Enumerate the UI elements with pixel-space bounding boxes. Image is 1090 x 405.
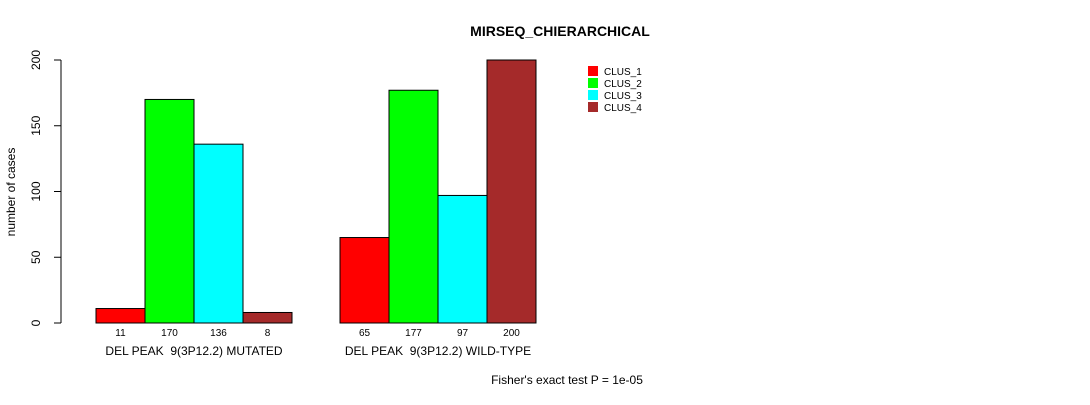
bar-value-label: 136	[210, 328, 227, 339]
legend-swatch	[588, 66, 598, 76]
y-tick-label: 50	[29, 250, 43, 264]
bar-clus-4	[486, 59, 537, 324]
bar-clus-1	[95, 308, 146, 324]
bar-value-labels: 11 170 136 8 65 177 97 200	[115, 328, 520, 339]
bar-value-label: 8	[265, 328, 271, 339]
bars	[95, 59, 537, 324]
legend-swatch	[588, 102, 598, 112]
bar-clus-3	[193, 143, 244, 324]
group-label: DEL PEAK 9(3P12.2) WILD-TYPE	[345, 344, 531, 358]
y-tick-label: 0	[29, 319, 43, 326]
legend-label: CLUS_3	[604, 91, 642, 102]
bar-value-label: 11	[115, 328, 126, 339]
y-axis: 0 50 100 150 200	[29, 50, 62, 326]
bar-value-label: 65	[359, 328, 371, 339]
legend-label: CLUS_4	[604, 103, 642, 114]
bar-value-label: 200	[503, 328, 520, 339]
bar-clus-4	[242, 311, 293, 324]
bar-clus-2	[144, 98, 195, 324]
bar-value-label: 97	[457, 328, 469, 339]
legend-swatch	[588, 78, 598, 88]
bar-clus-2	[388, 89, 439, 324]
bar-clus-1	[339, 237, 390, 324]
chart-title: MIRSEQ_CHIERARCHICAL	[470, 23, 650, 39]
y-tick-label: 150	[29, 115, 43, 135]
legend-swatch	[588, 90, 598, 100]
legend-label: CLUS_1	[604, 67, 642, 78]
y-tick-label: 100	[29, 181, 43, 201]
bar-clus-3	[437, 194, 488, 324]
y-tick-label: 200	[29, 50, 43, 70]
group-labels: DEL PEAK 9(3P12.2) MUTATED DEL PEAK 9(3P1…	[105, 344, 531, 358]
fisher-test-footnote: Fisher's exact test P = 1e-05	[491, 373, 643, 387]
bar-value-label: 177	[405, 328, 422, 339]
legend-label: CLUS_2	[604, 79, 642, 90]
y-axis-label: number of cases	[4, 148, 18, 237]
group-label: DEL PEAK 9(3P12.2) MUTATED	[105, 344, 282, 358]
bar-value-label: 170	[161, 328, 178, 339]
